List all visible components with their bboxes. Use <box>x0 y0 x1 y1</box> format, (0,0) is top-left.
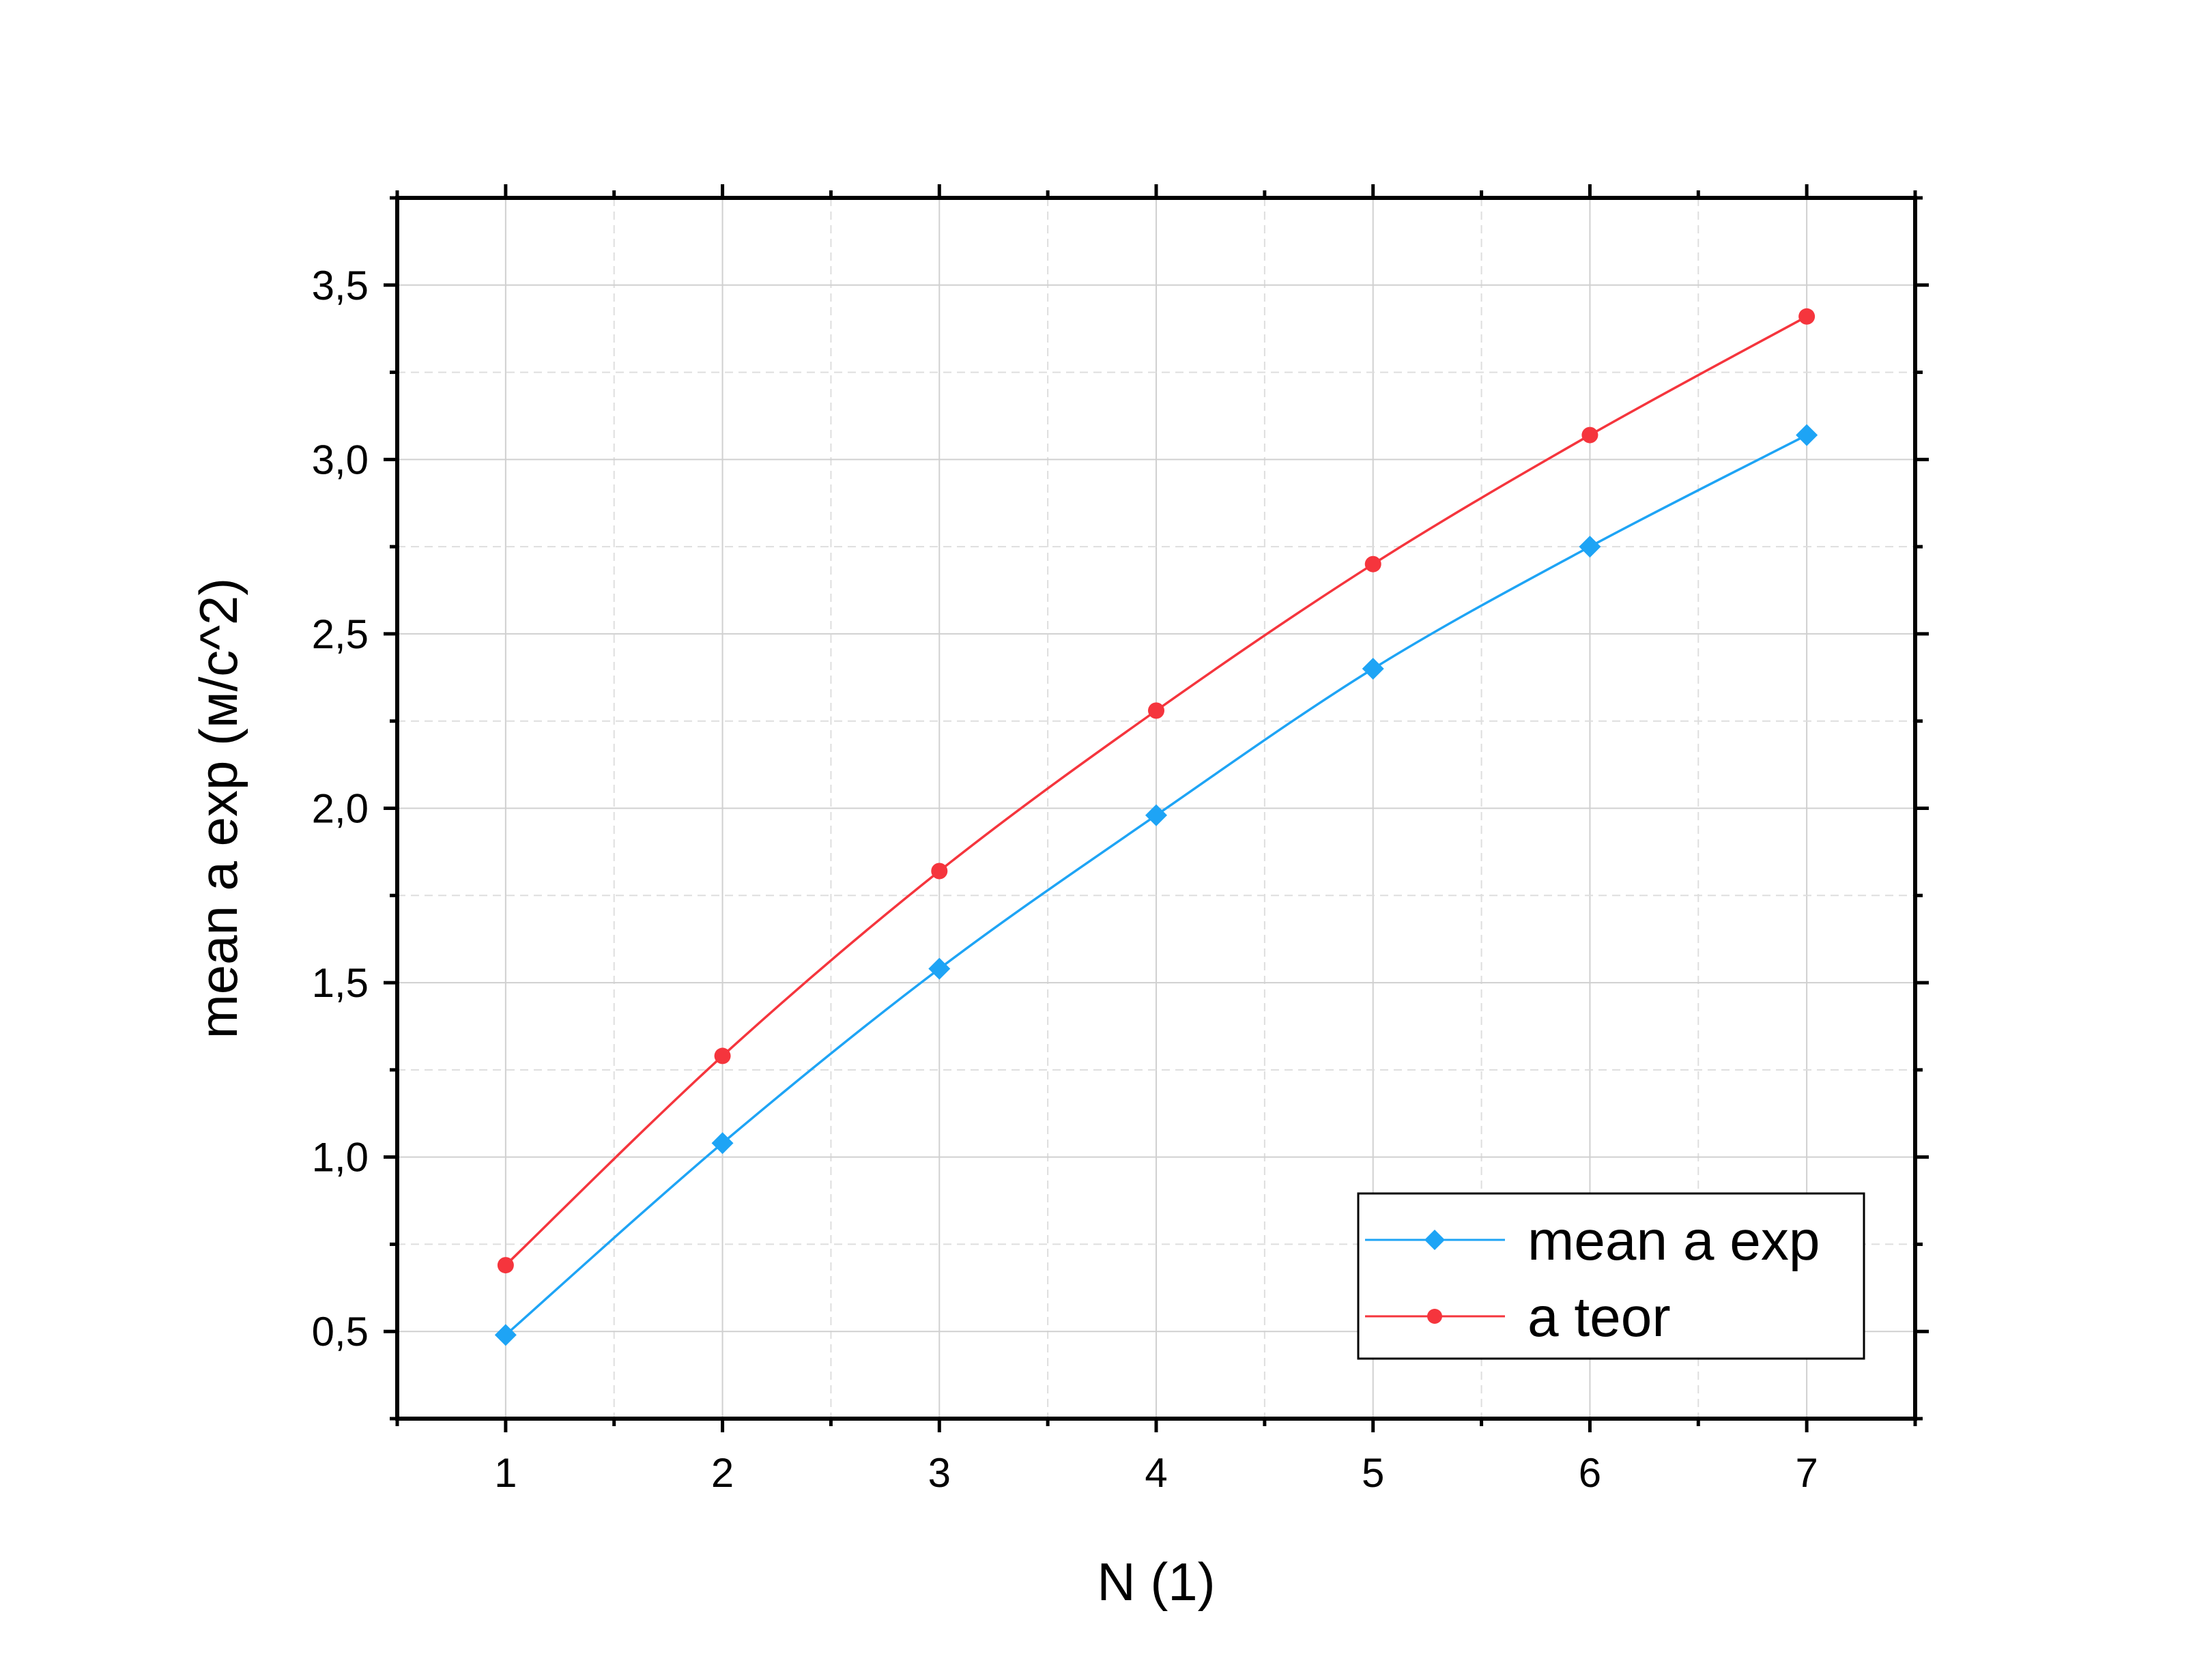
axis-ticks <box>384 184 1929 1432</box>
data-point <box>1581 426 1598 444</box>
data-point <box>1798 308 1816 325</box>
legend-marker-a-teor <box>1427 1309 1442 1324</box>
legend-label-mean-a-exp: mean a exp <box>1527 1210 1820 1272</box>
y-tick-label: 1,5 <box>312 960 369 1006</box>
data-point <box>1364 555 1381 573</box>
y-tick-label: 3,0 <box>312 437 369 482</box>
x-tick-label: 4 <box>1145 1450 1167 1496</box>
data-point <box>1148 702 1164 719</box>
x-tick-label: 7 <box>1795 1450 1818 1496</box>
data-point <box>1796 424 1818 446</box>
tick-labels: 1 2 3 4 5 6 7 0,5 1,0 1,5 2,0 2,5 3,0 3,5 <box>312 263 1818 1496</box>
series-0 <box>494 424 1818 1346</box>
data-point <box>1145 804 1167 826</box>
data-point <box>711 1132 734 1155</box>
x-tick-label: 2 <box>711 1450 734 1496</box>
x-axis-title: N (1) <box>1097 1552 1215 1612</box>
x-tick-label: 5 <box>1362 1450 1384 1496</box>
legend-label-a-teor: a teor <box>1527 1286 1671 1348</box>
x-tick-label: 3 <box>928 1450 951 1496</box>
data-point <box>1579 536 1601 558</box>
x-tick-label: 1 <box>494 1450 517 1496</box>
y-tick-label: 1,0 <box>312 1135 369 1181</box>
x-tick-label: 6 <box>1579 1450 1601 1496</box>
y-tick-label: 2,5 <box>312 611 369 657</box>
y-tick-label: 0,5 <box>312 1309 369 1355</box>
data-point <box>928 957 951 980</box>
data-point <box>1362 658 1384 680</box>
data-point <box>494 1324 517 1346</box>
data-point <box>714 1047 731 1065</box>
data-point <box>931 863 948 880</box>
data-point <box>497 1257 514 1274</box>
y-axis-title: mean a exp (м/с^2) <box>188 578 248 1039</box>
grid-lines <box>397 198 1915 1419</box>
legend: mean a exp a teor <box>1357 1192 1865 1360</box>
series-layer <box>494 308 1818 1346</box>
y-tick-label: 3,5 <box>312 263 369 308</box>
legend-marker-mean-a-exp <box>1424 1230 1445 1250</box>
legend-box <box>1357 1192 1865 1360</box>
series-1 <box>497 308 1816 1274</box>
y-tick-label: 2,0 <box>312 786 369 832</box>
